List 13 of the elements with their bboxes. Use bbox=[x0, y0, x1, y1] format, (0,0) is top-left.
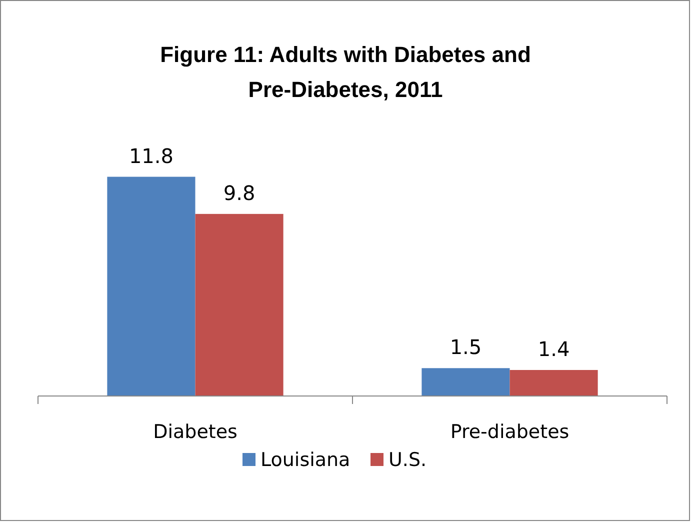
data-label: 11.8 bbox=[128, 144, 174, 168]
legend-label: U.S. bbox=[388, 449, 427, 471]
chart-title: Figure 11: Adults with Diabetes and Pre-Diabetes, 2011 bbox=[160, 42, 531, 102]
data-label: 9.8 bbox=[223, 180, 256, 205]
x-tick-label: Diabetes bbox=[153, 421, 238, 443]
legend-label: Louisiana bbox=[260, 449, 350, 471]
data-label: 1.5 bbox=[450, 335, 482, 360]
bar bbox=[510, 370, 598, 396]
bar bbox=[195, 214, 284, 396]
bar bbox=[107, 176, 196, 396]
bar bbox=[422, 368, 510, 396]
x-tick-label: Pre-diabetes bbox=[450, 421, 570, 443]
data-label: 1.4 bbox=[538, 336, 570, 361]
